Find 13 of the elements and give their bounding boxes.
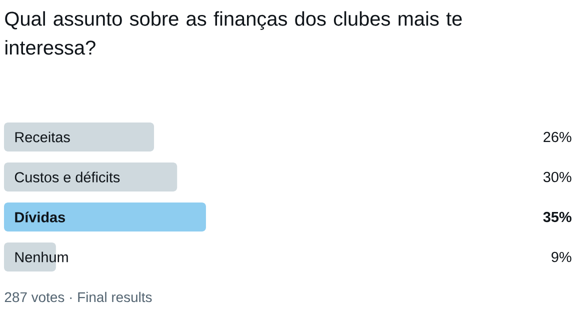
y-tick-label: Receitas — [15, 132, 70, 142]
data-label: 30% — [543, 172, 572, 182]
y-tick-label: Custos e déficits — [14, 172, 120, 182]
y-tick-label: Nenhum — [15, 252, 68, 262]
bar — [4, 122, 154, 152]
data-label: 9% — [552, 252, 572, 262]
data-label: 26% — [544, 132, 572, 142]
y-tick-label: Dívidas — [15, 212, 66, 222]
data-label: 35% — [543, 212, 572, 222]
text: 287 votes · Final results — [4, 292, 152, 302]
chart-title: Qual assunto sobre as finanças dos clubes mais te interessa? — [5, 11, 462, 55]
bar — [4, 202, 206, 232]
bar — [4, 162, 178, 192]
